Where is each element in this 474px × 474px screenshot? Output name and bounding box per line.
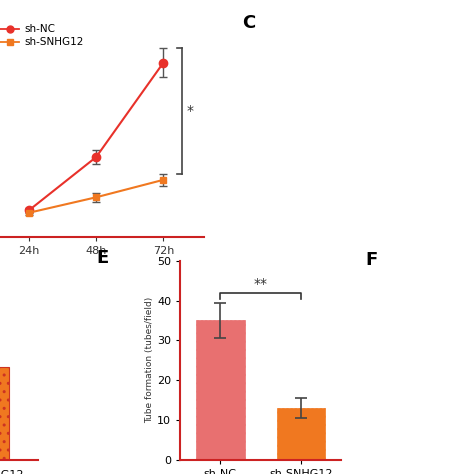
- Text: F: F: [365, 251, 377, 269]
- Text: C: C: [242, 14, 255, 32]
- Bar: [196, 320, 245, 460]
- Bar: [277, 408, 325, 460]
- Y-axis label: Tube formation (tubes/field): Tube formation (tubes/field): [145, 297, 154, 423]
- Text: *: *: [186, 104, 193, 118]
- Text: E: E: [96, 249, 109, 267]
- Text: **: **: [254, 276, 268, 291]
- Bar: [0, 367, 9, 460]
- Legend: sh-NC, sh-SNHG12: sh-NC, sh-SNHG12: [0, 24, 84, 47]
